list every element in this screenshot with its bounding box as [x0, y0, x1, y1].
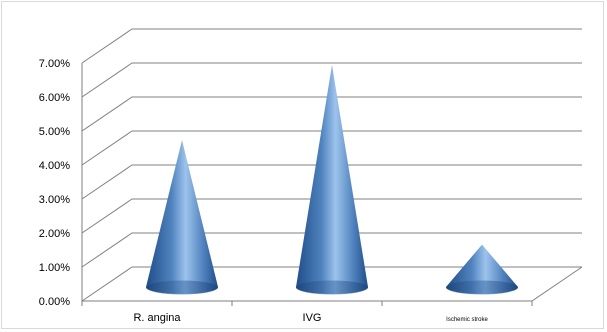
cone-bar	[446, 244, 518, 295]
gridline	[81, 96, 582, 132]
y-tick-label: 7.00%	[39, 58, 70, 70]
x-category-label: Ischemic stroke	[446, 317, 488, 323]
cone-body	[146, 140, 218, 294]
x-category-label: IVG	[303, 312, 322, 324]
cone-body	[296, 65, 368, 294]
gridline	[81, 28, 582, 64]
y-tick-label: 3.00%	[39, 194, 70, 206]
gridline	[81, 198, 582, 234]
cone-series	[146, 65, 518, 295]
cone-base	[446, 280, 518, 295]
axis-layer	[81, 63, 583, 306]
y-tick-label: 1.00%	[39, 262, 70, 274]
gridline	[81, 266, 582, 302]
grid-layer	[81, 28, 582, 302]
gridline	[81, 130, 582, 166]
gridline	[81, 62, 582, 98]
gridline	[81, 164, 582, 200]
cone-bar	[296, 65, 368, 295]
y-tick-label: 2.00%	[39, 228, 70, 240]
category-labels: R. angina IVG Ischemic stroke	[133, 312, 488, 324]
y-tick-labels: 0.00% 1.00% 2.00% 3.00% 4.00% 5.00% 6.00% 7.00%	[39, 58, 70, 308]
cone-bar	[146, 140, 218, 295]
y-tick-label: 0.00%	[39, 296, 70, 308]
y-tick-label: 5.00%	[39, 126, 70, 138]
x-category-label: R. angina	[133, 312, 181, 324]
y-tick-label: 4.00%	[39, 160, 70, 172]
cone-base	[146, 280, 218, 295]
gridline	[81, 232, 582, 268]
y-tick-label: 6.00%	[39, 92, 70, 104]
cone-base	[296, 280, 368, 295]
